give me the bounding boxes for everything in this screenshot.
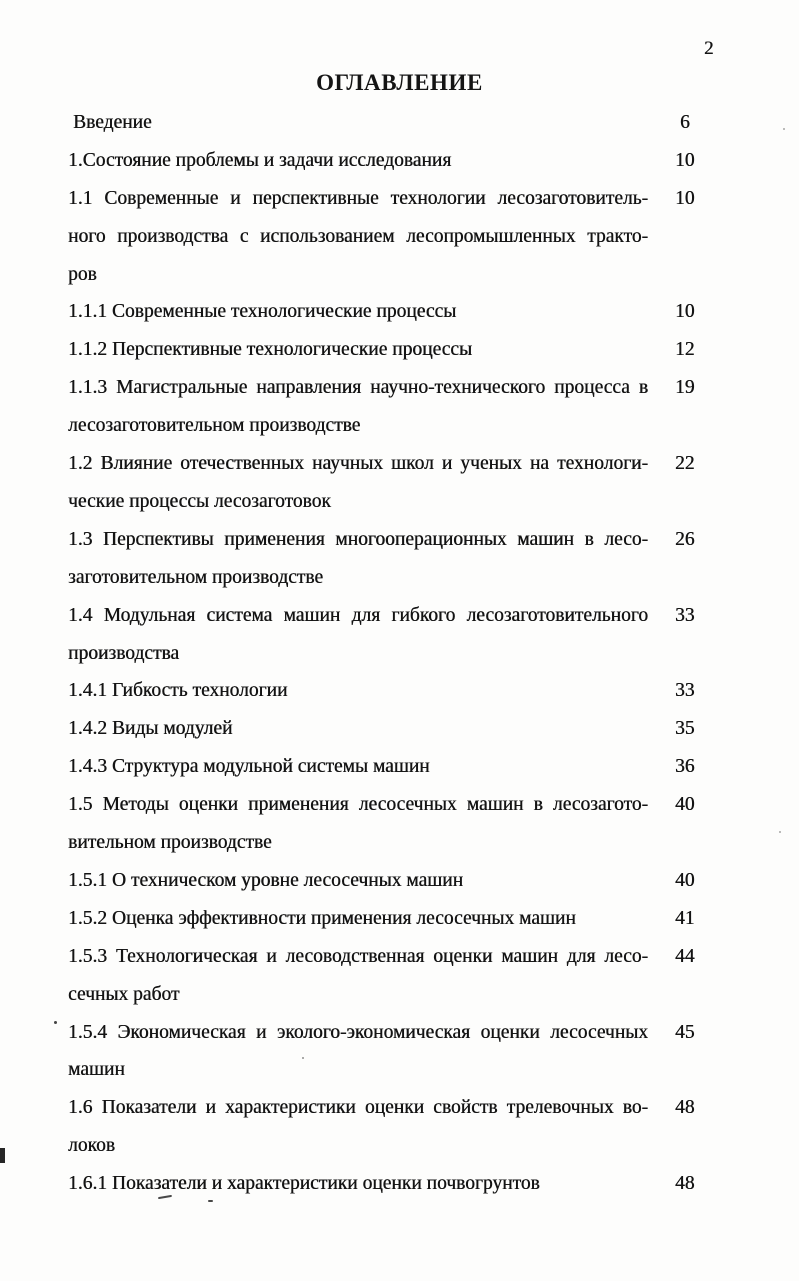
toc-entry: 1.1.2 Перспективные технологические проц… bbox=[68, 331, 748, 369]
toc-entry-text: 1.1.3 Магистральные направления научно-т… bbox=[68, 369, 648, 445]
toc-entry-line: 1.2 Влияние отечественных научных школ и… bbox=[68, 453, 648, 475]
toc-page-number: 48 bbox=[675, 1173, 695, 1195]
toc-list: Введение 6 1.Состояние проблемы и задачи и… bbox=[68, 104, 748, 1203]
toc-entry-line: 1.5.2 Оценка эффективности применения ле… bbox=[68, 907, 576, 929]
toc-entry-line: 1.4.1 Гибкость технологии bbox=[68, 680, 288, 702]
toc-entry-line: 1.1.2 Перспективные технологические проц… bbox=[68, 339, 473, 361]
toc-entry-line: 1.5 Методы оценки применения лесосечных … bbox=[68, 794, 648, 816]
toc-entry-text: 1.5.1 О техническом уровне лесосечных ма… bbox=[68, 862, 648, 900]
toc-page-number: 26 bbox=[675, 528, 695, 550]
toc-entry: 1.5.1 О техническом уровне лесосечных ма… bbox=[68, 862, 748, 900]
toc-entry-line: 1.1.3 Магистральные направления научно-т… bbox=[68, 377, 648, 399]
toc-entry-text: 1.Состояние проблемы и задачи исследован… bbox=[68, 142, 648, 180]
toc-page-number: 22 bbox=[675, 453, 695, 475]
toc-entry-text: 1.4.1 Гибкость технологии bbox=[68, 672, 648, 710]
toc-entry: 1.6 Показатели и характеристики оценки с… bbox=[68, 1089, 748, 1165]
toc-entry-text: 1.5.4 Экономическая и эколого-экономичес… bbox=[68, 1014, 648, 1090]
toc-entry-line: вительном производстве bbox=[68, 832, 272, 854]
toc-entry-text: 1.4.2 Виды модулей bbox=[68, 710, 648, 748]
toc-entry-text: 1.3 Перспективы применения многооперацио… bbox=[68, 521, 648, 597]
toc-page-number: 41 bbox=[675, 907, 695, 929]
toc-entry: 1.1.3 Магистральные направления научно-т… bbox=[68, 369, 748, 445]
toc-entry: 1.5.2 Оценка эффективности применения ле… bbox=[68, 900, 748, 938]
toc-page-number: 45 bbox=[675, 1021, 695, 1043]
toc-entry-text: 1.4.3 Структура модульной системы машин bbox=[68, 748, 648, 786]
page-title: ОГЛАВЛЕНИЕ bbox=[316, 70, 483, 95]
toc-entry-line: ческие процессы лесозаготовок bbox=[68, 490, 331, 512]
toc-entry: 1.4.2 Виды модулей 35 bbox=[68, 710, 748, 748]
page-number: 2 bbox=[704, 38, 714, 59]
toc-page-number: 10 bbox=[675, 187, 695, 209]
toc-entry-line: 1.4 Модульная система машин для гибкого … bbox=[68, 604, 648, 626]
toc-entry-line: 1.1 Современные и перспективные технолог… bbox=[68, 187, 648, 209]
toc-page-number: 35 bbox=[675, 718, 695, 740]
toc-entry: 1.1.1 Современные технологические процес… bbox=[68, 293, 748, 331]
toc-entry-text: 1.2 Влияние отечественных научных школ и… bbox=[68, 445, 648, 521]
toc-page-number: 33 bbox=[675, 680, 695, 702]
toc-entry: 1.3 Перспективы применения многооперацио… bbox=[68, 521, 748, 597]
toc-page-number: 10 bbox=[675, 149, 695, 171]
toc-entry: 1.2 Влияние отечественных научных школ и… bbox=[68, 445, 748, 521]
toc-entry-line: 1.1.1 Современные технологические процес… bbox=[68, 301, 457, 323]
scan-edge-artifact bbox=[0, 1148, 5, 1163]
toc-page-number: 6 bbox=[680, 112, 690, 133]
toc-entry-line: 1.6.1 Показатели и характеристики оценки… bbox=[68, 1173, 540, 1195]
toc-entry: 1.6.1 Показатели и характеристики оценки… bbox=[68, 1165, 748, 1203]
toc-page-number: 19 bbox=[675, 377, 695, 399]
toc-entry-text: 1.1.2 Перспективные технологические проц… bbox=[68, 331, 648, 369]
toc-entry-text: 1.6.1 Показатели и характеристики оценки… bbox=[68, 1165, 648, 1203]
toc-entry-line: сечных работ bbox=[68, 983, 180, 1005]
scan-speck bbox=[54, 1021, 57, 1024]
scan-underline-artifact bbox=[208, 1200, 213, 1202]
toc-entry-line: 1.5.4 Экономическая и эколого-экономичес… bbox=[68, 1021, 648, 1043]
toc-entry: Введение 6 bbox=[68, 104, 748, 142]
toc-entry-text: 1.1.1 Современные технологические процес… bbox=[68, 293, 648, 331]
toc-entry: 1.5 Методы оценки применения лесосечных … bbox=[68, 786, 748, 862]
toc-page-number: 33 bbox=[675, 604, 695, 626]
toc-entry: 1.Состояние проблемы и задачи исследован… bbox=[68, 142, 748, 180]
toc-entry: 1.5.4 Экономическая и эколого-экономичес… bbox=[68, 1014, 748, 1090]
toc-entry-line: 1.6 Показатели и характеристики оценки с… bbox=[68, 1097, 648, 1119]
toc-entry-text: 1.6 Показатели и характеристики оценки с… bbox=[68, 1089, 648, 1165]
toc-entry-line: производства bbox=[68, 642, 180, 664]
toc-page-number: 40 bbox=[675, 794, 695, 816]
toc-entry-text: 1.5.2 Оценка эффективности применения ле… bbox=[68, 900, 648, 938]
toc-entry-line: 1.4.2 Виды модулей bbox=[68, 718, 233, 740]
toc-entry: 1.1 Современные и перспективные технолог… bbox=[68, 180, 748, 294]
toc-entry-text: 1.4 Модульная система машин для гибкого … bbox=[68, 597, 648, 673]
toc-entry-line: ного производства с использованием лесоп… bbox=[68, 225, 648, 247]
toc-entry-line: 1.5.1 О техническом уровне лесосечных ма… bbox=[68, 869, 464, 891]
toc-entry-text: 1.5.3 Технологическая и лесоводственная … bbox=[68, 938, 648, 1014]
toc-entry-line: лесозаготовительном производстве bbox=[68, 415, 361, 437]
toc-entry-line: ров bbox=[68, 263, 97, 285]
toc-entry-line: локов bbox=[68, 1135, 115, 1157]
toc-page-number: 12 bbox=[675, 339, 695, 361]
scan-speck bbox=[779, 831, 781, 833]
toc-entry-text: 1.1 Современные и перспективные технолог… bbox=[68, 180, 648, 294]
toc-entry-line: Введение bbox=[73, 112, 152, 133]
toc-entry-line: заготовительном производстве bbox=[68, 566, 324, 588]
toc-entry-line: 1.4.3 Структура модульной системы машин bbox=[68, 756, 430, 778]
toc-entry-text: Введение bbox=[68, 104, 653, 142]
toc-entry: 1.4.3 Структура модульной системы машин 3… bbox=[68, 748, 748, 786]
toc-entry-line: 1.3 Перспективы применения многооперацио… bbox=[68, 528, 648, 550]
toc-entry: 1.5.3 Технологическая и лесоводственная … bbox=[68, 938, 748, 1014]
toc-page-number: 40 bbox=[675, 869, 695, 891]
toc-page-number: 48 bbox=[675, 1097, 695, 1119]
toc-page-number: 44 bbox=[675, 945, 695, 967]
toc-entry-line: 1.Состояние проблемы и задачи исследован… bbox=[68, 149, 452, 171]
toc-page-number: 36 bbox=[675, 756, 695, 778]
scan-speck bbox=[783, 128, 785, 130]
scan-speck bbox=[302, 1057, 304, 1059]
toc-entry-line: 1.5.3 Технологическая и лесоводственная … bbox=[68, 945, 648, 967]
toc-entry-text: 1.5 Методы оценки применения лесосечных … bbox=[68, 786, 648, 862]
toc-entry: 1.4 Модульная система машин для гибкого … bbox=[68, 597, 748, 673]
toc-page-number: 10 bbox=[675, 301, 695, 323]
toc-entry: 1.4.1 Гибкость технологии 33 bbox=[68, 672, 748, 710]
toc-entry-line: машин bbox=[68, 1059, 125, 1081]
